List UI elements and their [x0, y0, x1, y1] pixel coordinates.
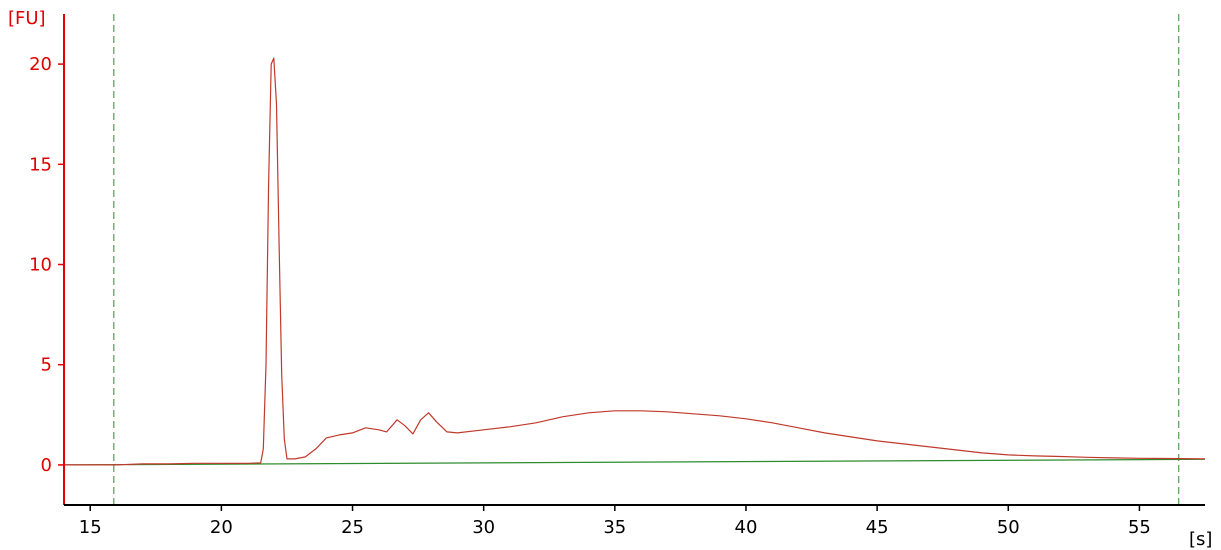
x-tick-label: 50 [997, 517, 1020, 538]
baseline-trace [63, 458, 1206, 466]
y-tick-label: 15 [29, 154, 52, 175]
x-tick-label: 55 [1128, 517, 1151, 538]
x-tick-label: 25 [341, 517, 364, 538]
marker-lines [113, 14, 1180, 505]
x-axis-title: [s] [1189, 529, 1212, 550]
x-axis: 15 20 25 30 35 40 45 50 55 [64, 504, 1205, 538]
y-tick-label: 10 [29, 255, 52, 276]
x-tick-label: 35 [603, 517, 626, 538]
x-tick-label: 20 [210, 517, 233, 538]
y-tick-label: 0 [41, 455, 52, 476]
x-tick-label: 15 [79, 517, 102, 538]
x-tick-label: 30 [472, 517, 495, 538]
signal-trace [64, 57, 1206, 466]
x-tick-label: 45 [866, 517, 889, 538]
y-axis: 0 5 10 15 20 [29, 14, 65, 505]
y-tick-label: 5 [41, 355, 52, 376]
x-tick-label: 40 [735, 517, 758, 538]
y-axis-title: [FU] [8, 8, 46, 29]
signal-series [64, 57, 1206, 466]
baseline-series [63, 458, 1206, 466]
y-tick-label: 20 [29, 54, 52, 75]
